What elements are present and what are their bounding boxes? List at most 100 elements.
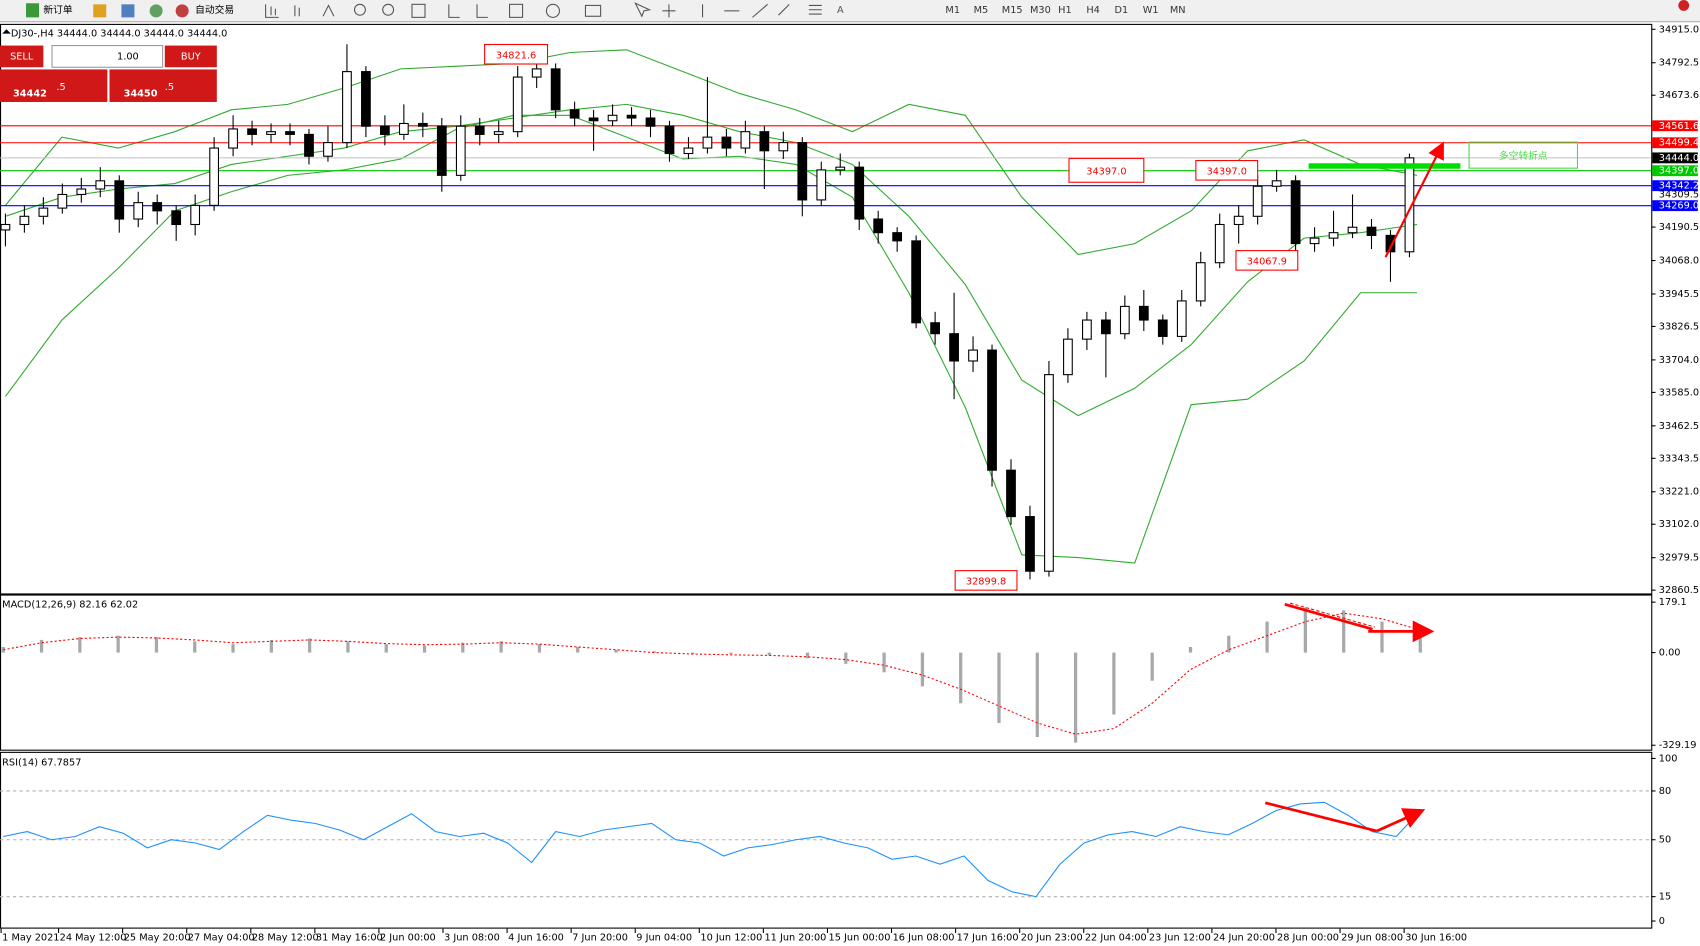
sell-price-big[interactable]: .5	[56, 82, 65, 93]
tool-icon[interactable]	[121, 4, 135, 18]
rsi-title: RSI(14) 67.7857	[2, 758, 81, 769]
candle-body	[1328, 232, 1339, 239]
annotation: 34821.6	[496, 50, 536, 61]
price-level-label: 34269.0	[1659, 201, 1699, 212]
macd-bar	[1418, 630, 1422, 653]
macd-bar	[154, 637, 159, 653]
macd-bar	[576, 646, 580, 653]
candle-body	[1252, 185, 1263, 217]
candle-body	[436, 125, 447, 176]
candle-body	[778, 142, 789, 152]
candle-body	[1063, 338, 1073, 376]
text-tool[interactable]: A	[837, 5, 844, 16]
candle-body	[114, 180, 125, 220]
sell-price[interactable]: 34442	[13, 88, 47, 99]
candle-body	[380, 125, 390, 135]
candle-body	[987, 349, 997, 471]
buy-price[interactable]: 34450	[124, 88, 158, 99]
candle-body	[417, 122, 428, 127]
timeframe-button[interactable]: W1	[1143, 5, 1159, 16]
tool-icon[interactable]	[93, 4, 107, 18]
macd-bar	[1073, 652, 1078, 743]
timeframe-button[interactable]: H4	[1086, 5, 1100, 16]
timeframe-button[interactable]: D1	[1115, 5, 1129, 16]
macd-bar	[690, 652, 695, 654]
price-level-label: 34444.0	[1659, 153, 1699, 164]
sell-button[interactable]	[0, 45, 44, 68]
divergence-line	[1284, 602, 1373, 631]
y-tick-label: 32979.5	[1659, 553, 1699, 564]
toolbar-icons[interactable]	[265, 2, 822, 18]
buy-price-big[interactable]: .5	[165, 82, 174, 93]
x-tick-label: 1 May 2021	[2, 932, 59, 943]
macd-bar	[269, 639, 273, 653]
candle-body	[323, 142, 333, 157]
timeframe-button[interactable]: MN	[1170, 5, 1186, 16]
sell-price-box[interactable]	[0, 69, 108, 102]
candle-body	[455, 125, 466, 176]
timeframe-button[interactable]: M30	[1030, 5, 1051, 16]
timeframes: M1 M5 M15 M30 H1 H4 D1 W1 MN	[945, 5, 1185, 16]
annotation-box	[1235, 250, 1299, 271]
x-tick-label: 15 Jun 00:00	[829, 932, 891, 943]
candle-body	[342, 71, 352, 144]
x-tick-label: 11 Jun 20:00	[764, 932, 826, 943]
y-tick-label: 34068.0	[1659, 256, 1699, 267]
candle-body	[930, 322, 940, 335]
candle-body	[645, 117, 656, 127]
auto-trading-button[interactable]: 自动交易	[195, 3, 234, 16]
timeframe-button[interactable]: M15	[1002, 5, 1023, 16]
candle-body	[247, 128, 257, 135]
x-tick-label: 2 Jun 00:00	[380, 932, 436, 943]
bollinger-middle	[5, 103, 1418, 417]
buy-price-box[interactable]	[109, 69, 217, 102]
candle-body	[1271, 180, 1282, 187]
macd-bar	[461, 642, 465, 653]
macd-bar	[1265, 621, 1269, 653]
macd-bar	[78, 637, 82, 653]
candle-body	[702, 136, 713, 149]
price-level-label: 34499.4	[1659, 138, 1699, 149]
sell-label[interactable]: SELL	[10, 51, 34, 62]
tool-icon[interactable]	[149, 4, 163, 18]
macd-bar	[1150, 652, 1154, 681]
y-tick-label: 33462.5	[1659, 421, 1699, 432]
toolbar	[0, 0, 1700, 22]
buy-button[interactable]	[164, 45, 217, 68]
candle-body	[304, 133, 314, 157]
candle-body	[683, 147, 694, 155]
timeframe-button[interactable]: M5	[974, 5, 989, 16]
timeframe-button[interactable]: H1	[1058, 5, 1072, 16]
lots-value[interactable]: 1.00	[117, 51, 139, 62]
macd-bar	[729, 652, 733, 654]
candle-body	[588, 117, 599, 122]
candle-body	[1290, 180, 1301, 245]
macd-bar	[805, 652, 810, 659]
candle-body	[1157, 319, 1168, 337]
candle-body	[1138, 305, 1149, 321]
macd-bar	[614, 649, 618, 653]
symbol-marker	[2, 29, 11, 34]
x-tick-label: 22 Jun 04:00	[1085, 932, 1147, 943]
new-order-button[interactable]: 新订单	[43, 3, 72, 16]
buy-label[interactable]: BUY	[181, 51, 201, 62]
annotation-box	[1068, 157, 1145, 183]
auto-trading-icon[interactable]	[175, 4, 189, 18]
candle-body	[1006, 469, 1016, 518]
candle-body	[835, 166, 846, 171]
y-tick-label: 0.00	[1659, 648, 1681, 659]
lots-input[interactable]	[51, 45, 164, 68]
candle-body	[1309, 237, 1320, 245]
new-order-icon[interactable]	[26, 3, 40, 18]
candle-body	[133, 202, 144, 220]
candle-body	[152, 202, 163, 212]
alert-badge[interactable]	[1678, 0, 1690, 11]
timeframe-button[interactable]: M1	[945, 5, 960, 16]
candle-body	[19, 215, 30, 226]
candle-body	[1025, 516, 1035, 572]
candle-body	[266, 131, 276, 135]
candle-body	[1214, 223, 1225, 264]
macd-bar	[997, 652, 1001, 723]
candle-body	[550, 68, 561, 111]
